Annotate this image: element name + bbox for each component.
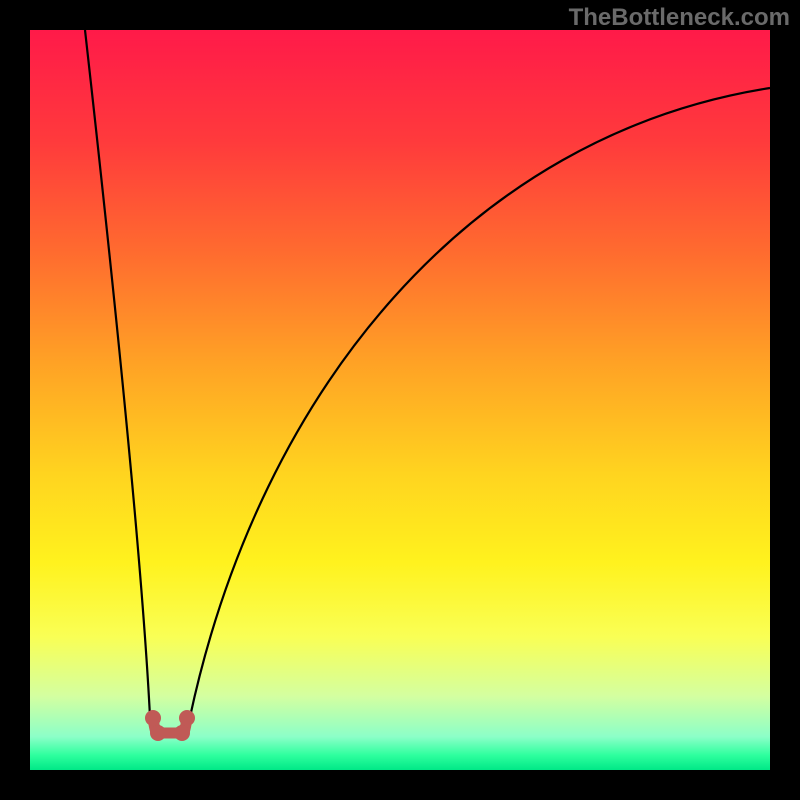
plot-gradient-background	[30, 30, 770, 770]
watermark-text: TheBottleneck.com	[569, 4, 790, 32]
dip-marker-dot	[145, 710, 161, 726]
dip-marker-dot	[179, 710, 195, 726]
dip-marker-dot	[174, 725, 190, 741]
bottleneck-chart	[0, 0, 800, 800]
chart-container: TheBottleneck.com	[0, 0, 800, 800]
dip-marker-dot	[150, 725, 166, 741]
